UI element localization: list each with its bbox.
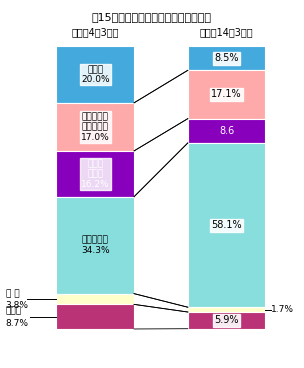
Text: 3.8%: 3.8% bbox=[6, 301, 29, 310]
Bar bbox=[188, 307, 265, 312]
Bar bbox=[57, 197, 134, 294]
Text: 8.7%: 8.7% bbox=[6, 319, 29, 328]
Text: 58.1%: 58.1% bbox=[211, 220, 242, 230]
Bar bbox=[188, 70, 265, 118]
Bar bbox=[57, 294, 134, 304]
Text: 図15　産業別就職者数の比率（本科）: 図15 産業別就職者数の比率（本科） bbox=[92, 12, 212, 22]
Text: 製造業
20.0%: 製造業 20.0% bbox=[81, 65, 110, 84]
Text: 5.9%: 5.9% bbox=[214, 315, 239, 325]
Bar bbox=[188, 312, 265, 329]
Bar bbox=[188, 118, 265, 143]
Text: 17.1%: 17.1% bbox=[211, 89, 242, 99]
Bar bbox=[188, 143, 265, 307]
Bar bbox=[57, 46, 134, 103]
Text: サービス業
34.3%: サービス業 34.3% bbox=[81, 236, 110, 255]
Text: （平成4年3月）: （平成4年3月） bbox=[71, 27, 119, 37]
Text: 8.6: 8.6 bbox=[219, 126, 234, 136]
Text: 金融・
保険業
16.2%: 金融・ 保険業 16.2% bbox=[81, 159, 110, 189]
Bar bbox=[57, 151, 134, 197]
Text: （平成14年3月）: （平成14年3月） bbox=[200, 27, 254, 37]
Bar bbox=[57, 103, 134, 151]
Bar bbox=[57, 304, 134, 329]
Text: その他: その他 bbox=[6, 307, 22, 316]
Bar bbox=[188, 46, 265, 70]
Text: 8.5%: 8.5% bbox=[214, 53, 239, 63]
Text: 公 務: 公 務 bbox=[6, 289, 19, 298]
Text: 卸売・小売
業，飲食店
17.0%: 卸売・小売 業，飲食店 17.0% bbox=[81, 112, 110, 142]
Text: 1.7%: 1.7% bbox=[271, 305, 294, 314]
